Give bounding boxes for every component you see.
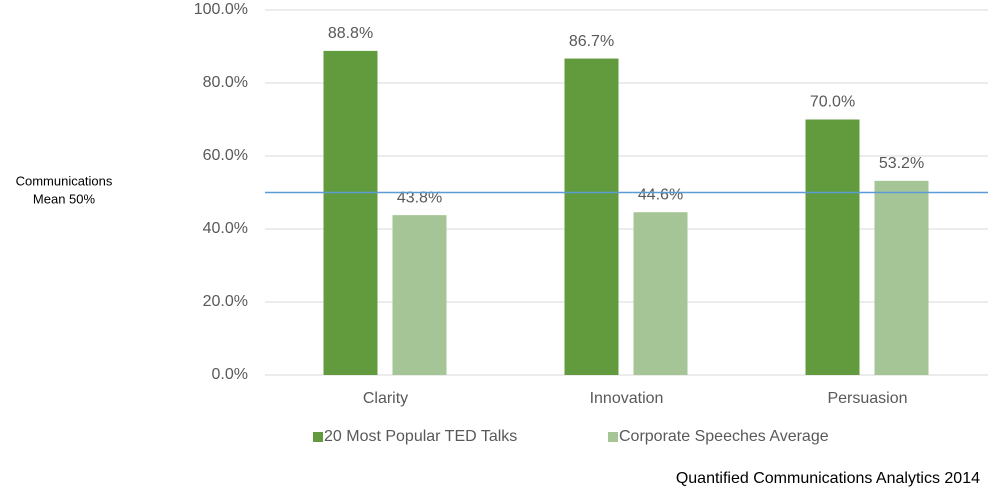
value-label: 43.8% (397, 189, 442, 206)
value-label: 44.6% (638, 186, 683, 203)
x-tick-label: Innovation (590, 390, 664, 407)
annotation: Mean 50% (33, 191, 96, 206)
value-label: 70.0% (810, 94, 855, 111)
bar (564, 58, 619, 376)
legend-label: Corporate Speeches Average (619, 428, 829, 445)
value-label: 86.7% (569, 33, 614, 50)
bar (633, 212, 688, 375)
y-tick-label: 0.0% (212, 366, 248, 383)
y-tick-label: 40.0% (203, 220, 248, 237)
bar (805, 119, 860, 375)
x-tick-label: Clarity (363, 390, 408, 407)
x-tick-label: Persuasion (827, 390, 907, 407)
y-tick-label: 20.0% (203, 293, 248, 310)
value-label: 53.2% (879, 155, 924, 172)
bar (392, 215, 447, 375)
source-note: Quantified Communications Analytics 2014 (676, 470, 980, 487)
bar (323, 50, 378, 375)
legend-swatch (608, 432, 618, 442)
y-tick-label: 100.0% (194, 1, 248, 18)
y-tick-label: 80.0% (203, 74, 248, 91)
value-label: 88.8% (328, 25, 373, 42)
legend-swatch (313, 432, 323, 442)
legend-label: 20 Most Popular TED Talks (324, 428, 517, 445)
annotation: Communications (16, 173, 113, 188)
y-tick-label: 60.0% (203, 147, 248, 164)
bar (874, 180, 929, 375)
